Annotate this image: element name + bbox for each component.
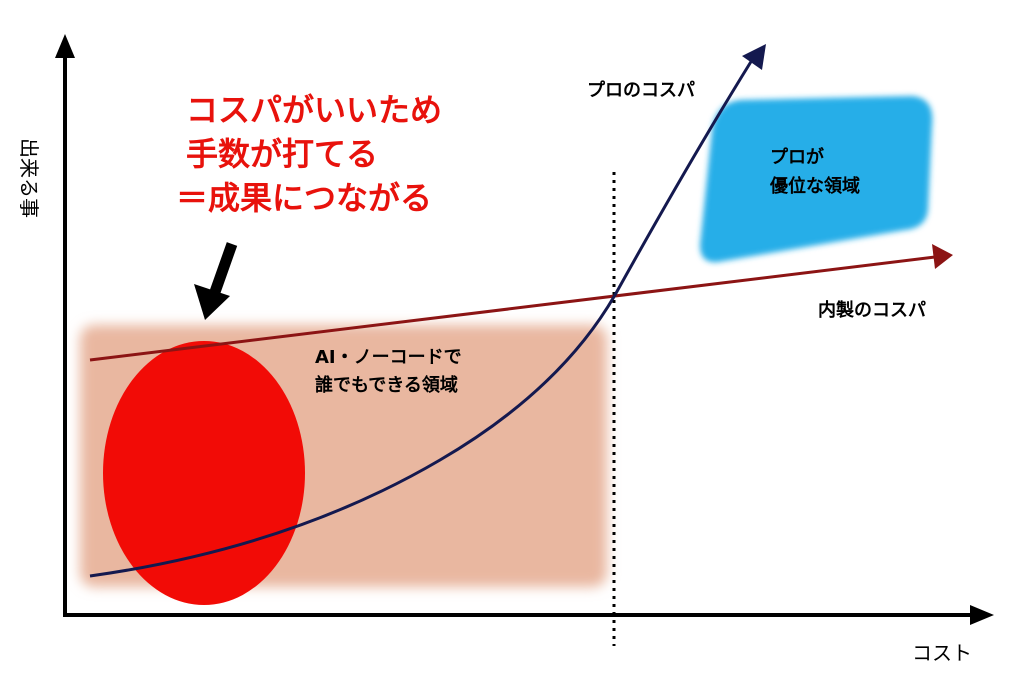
y-axis-arrowhead xyxy=(55,34,75,58)
callout-line1: コスパがいいため xyxy=(186,91,442,129)
pro-region-label-line1: プロが xyxy=(770,146,824,168)
x-axis-arrowhead xyxy=(970,605,994,625)
pro-cost-performance-curve xyxy=(89,59,754,578)
ai-nocode-region-label-line2: 誰でもできる領域 xyxy=(315,374,458,396)
inhouse-cost-performance-line xyxy=(89,255,936,362)
highlight-ellipse xyxy=(103,341,305,605)
callout-pointer-arrow xyxy=(194,242,238,320)
axes xyxy=(55,34,994,625)
ai-nocode-region-label-line1: AI・ノーコードで xyxy=(315,347,462,368)
y-axis-label: 出来る事 xyxy=(17,138,41,218)
pro-region-label-line2: 優位な領域 xyxy=(769,175,860,197)
inhouse-cost-performance-label: 内製のコスパ xyxy=(818,299,926,321)
pro-cost-performance-arrowhead xyxy=(742,44,766,70)
callout-line3: ＝成果につながる xyxy=(176,179,432,217)
x-axis-label: コスト xyxy=(912,641,972,665)
pro-advantage-region xyxy=(700,96,933,263)
inhouse-cost-performance-arrowhead xyxy=(932,244,953,269)
pro-cost-performance-label: プロのコスパ xyxy=(587,79,695,101)
callout-line2: 手数が打てる xyxy=(186,135,378,173)
